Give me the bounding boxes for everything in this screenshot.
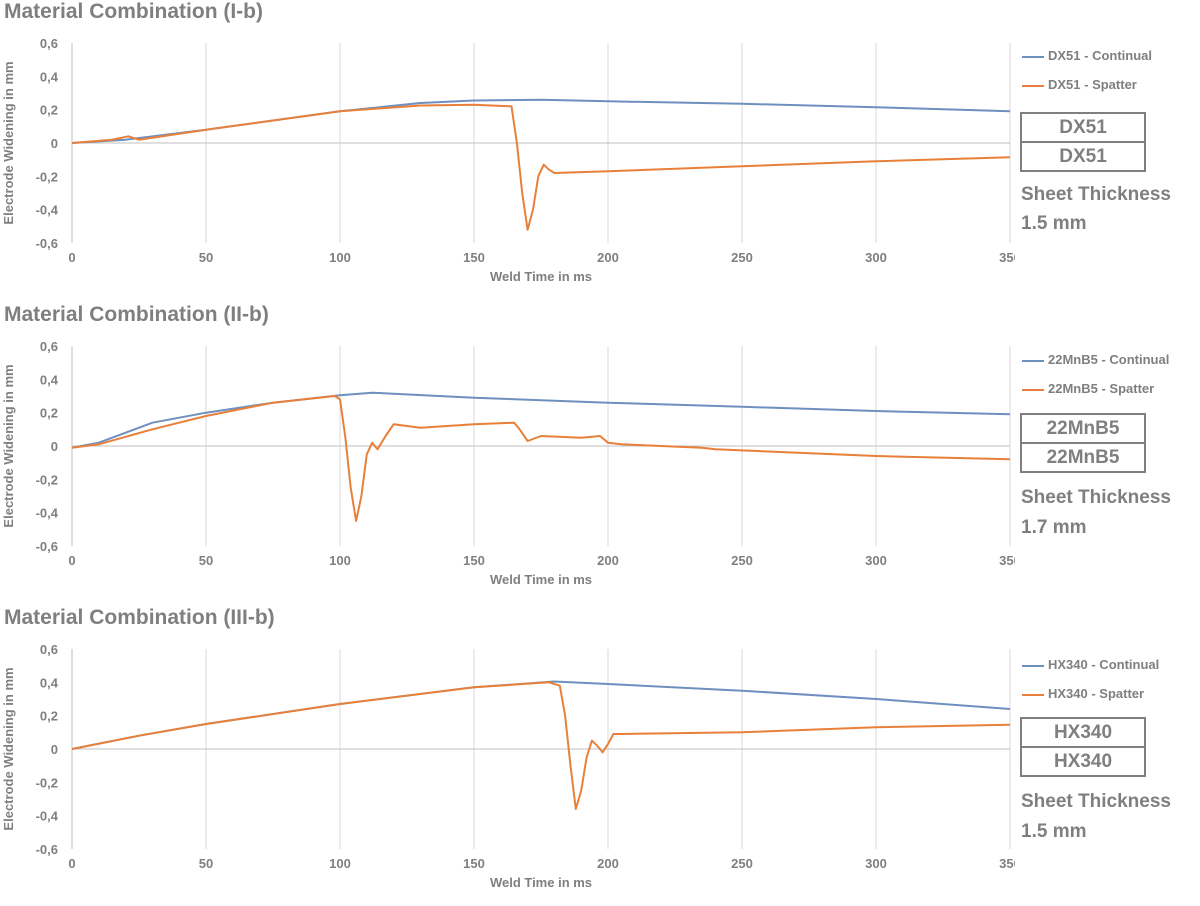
series-line-spatter — [71, 103, 1011, 231]
legend-label: DX51 - Continual — [1048, 48, 1153, 63]
y-tick-label: -0,6 — [36, 539, 58, 554]
legend-item-spatter: 22MnB5 - Spatter — [1022, 381, 1154, 399]
legend-label: 22MnB5 - Continual — [1048, 352, 1170, 367]
x-tick-label: 150 — [463, 856, 485, 871]
legend-swatch-continual — [1022, 359, 1044, 362]
series-line-spatter — [71, 395, 1011, 522]
y-axis-label: Electrode Widening in mm — [1, 61, 16, 224]
legend-item-continual: DX51 - Continual — [1022, 48, 1152, 66]
legend-swatch-spatter — [1022, 84, 1044, 87]
line-chart: 0 50 100 150 200 250 300 350 0,6 0,4 0,2 0 -0,2 -0,4 -… — [1, 339, 1015, 587]
sheet-thickness-value: 1.5 mm — [1021, 821, 1087, 842]
x-tick-label: 200 — [597, 250, 619, 265]
legend-label: HX340 - Spatter — [1048, 686, 1145, 701]
x-axis-label: Weld Time in ms — [490, 572, 592, 587]
x-tick-label: 0 — [68, 856, 75, 871]
chart-title: Material Combination (III-b) — [4, 606, 275, 629]
x-tick-label: 250 — [731, 553, 753, 568]
material-top: 22MnB5 — [1046, 418, 1120, 439]
y-tick-label: -0,2 — [36, 472, 58, 487]
legend-swatch-spatter — [1022, 388, 1044, 391]
x-axis-label: Weld Time in ms — [490, 875, 592, 890]
y-tick-label: 0,6 — [40, 36, 58, 51]
legend-label: HX340 - Continual — [1048, 657, 1160, 672]
material-bottom: DX51 — [1022, 141, 1144, 170]
chart-title: Material Combination (I-b) — [4, 0, 263, 23]
y-tick-label: 0,2 — [40, 103, 58, 118]
y-tick-label: -0,2 — [36, 169, 58, 184]
material-top: DX51 — [1059, 117, 1107, 138]
sheet-thickness-value: 1.5 mm — [1021, 213, 1087, 234]
chart-panel-2: Material Combination (II-b) 0 50 100 150 200… — [0, 303, 1200, 603]
line-chart: 0 50 100 150 200 250 300 350 0,6 0,4 0,2 0 -0,2 -0,4 -… — [1, 642, 1015, 890]
x-tick-label: 150 — [463, 553, 485, 568]
line-chart: 0 50 100 150 200 250 300 350 0,6 0,4 0,2 0 -0,2 -0,4 -… — [1, 36, 1015, 284]
x-tick-label: 250 — [731, 856, 753, 871]
x-tick-label: 200 — [597, 553, 619, 568]
x-tick-label: 0 — [68, 250, 75, 265]
y-tick-label: 0,2 — [40, 709, 58, 724]
legend-item-spatter: DX51 - Spatter — [1022, 77, 1137, 95]
legend-item-continual: 22MnB5 - Continual — [1022, 352, 1169, 370]
x-tick-label: 100 — [329, 856, 351, 871]
sheet-thickness-value: 1.7 mm — [1021, 517, 1087, 538]
legend-item-spatter: HX340 - Spatter — [1022, 686, 1144, 704]
sheet-thickness-label: Sheet Thickness — [1021, 184, 1171, 205]
legend-swatch-spatter — [1022, 693, 1044, 696]
material-bottom: 22MnB5 — [1022, 442, 1144, 471]
y-tick-label: 0 — [51, 742, 58, 757]
legend-label: DX51 - Spatter — [1048, 77, 1137, 92]
series-line-spatter — [71, 681, 1011, 810]
x-tick-label: 250 — [731, 250, 753, 265]
legend-item-continual: HX340 - Continual — [1022, 657, 1159, 675]
y-tick-label: 0 — [51, 136, 58, 151]
x-tick-label: 350 — [999, 553, 1015, 568]
x-tick-label: 350 — [999, 250, 1015, 265]
legend-swatch-continual — [1022, 664, 1044, 667]
sheet-thickness-label: Sheet Thickness — [1021, 487, 1171, 508]
x-tick-label: 50 — [199, 553, 213, 568]
series-line-continual — [71, 98, 1011, 144]
y-tick-label: 0 — [51, 439, 58, 454]
chart-panel-3: Material Combination (III-b) 0 50 100 150 20… — [0, 606, 1200, 906]
x-tick-label: 300 — [865, 250, 887, 265]
x-tick-label: 50 — [199, 856, 213, 871]
y-tick-label: 0,4 — [40, 372, 59, 387]
y-tick-label: -0,4 — [36, 809, 59, 824]
y-tick-label: -0,4 — [36, 203, 59, 218]
x-tick-label: 100 — [329, 250, 351, 265]
series-line-continual — [71, 680, 1011, 750]
material-bottom: HX340 — [1022, 746, 1144, 775]
x-tick-label: 50 — [199, 250, 213, 265]
material-top: HX340 — [1053, 722, 1113, 743]
material-box: HX340 HX340 — [1020, 717, 1146, 777]
chart-panel-1: Material Combination (I-b) 0 50 100 150 200 2… — [0, 0, 1200, 300]
x-tick-label: 300 — [865, 553, 887, 568]
y-tick-label: 0,2 — [40, 406, 58, 421]
y-tick-label: -0,6 — [36, 236, 58, 251]
chart-title: Material Combination (II-b) — [4, 303, 269, 326]
x-tick-label: 300 — [865, 856, 887, 871]
x-axis-label: Weld Time in ms — [490, 269, 592, 284]
x-tick-label: 350 — [999, 856, 1015, 871]
y-tick-label: 0,4 — [40, 69, 59, 84]
y-tick-label: -0,4 — [36, 506, 59, 521]
y-tick-label: -0,2 — [36, 775, 58, 790]
material-box: DX51 DX51 — [1020, 112, 1146, 172]
y-axis-label: Electrode Widening in mm — [1, 364, 16, 527]
y-tick-label: 0,4 — [40, 675, 59, 690]
x-tick-label: 100 — [329, 553, 351, 568]
material-box: 22MnB5 22MnB5 — [1020, 413, 1146, 473]
legend-label: 22MnB5 - Spatter — [1048, 381, 1155, 396]
y-axis-label: Electrode Widening in mm — [1, 667, 16, 830]
series-line-continual — [71, 391, 1011, 449]
sheet-thickness-label: Sheet Thickness — [1021, 791, 1171, 812]
x-tick-label: 0 — [68, 553, 75, 568]
legend-swatch-continual — [1022, 55, 1044, 58]
x-tick-label: 150 — [463, 250, 485, 265]
x-tick-label: 200 — [597, 856, 619, 871]
y-tick-label: 0,6 — [40, 642, 58, 657]
y-tick-label: 0,6 — [40, 339, 58, 354]
y-tick-label: -0,6 — [36, 842, 58, 857]
